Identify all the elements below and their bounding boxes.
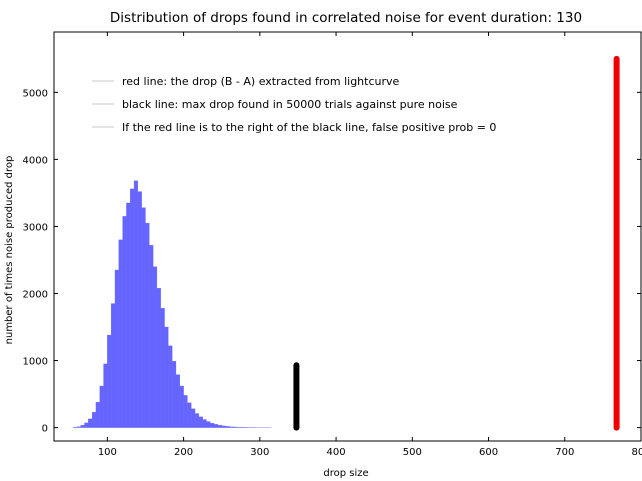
histogram-bar (164, 326, 169, 428)
histogram-bar (160, 308, 165, 428)
x-tick-label: 100 (98, 447, 117, 458)
histogram-bars (72, 180, 272, 428)
histogram-bar (84, 422, 89, 428)
legend-entry: black line: max drop found in 50000 tria… (122, 98, 458, 111)
histogram-bar (122, 216, 127, 428)
histogram-bar (210, 423, 215, 428)
x-axis-label: drop size (323, 468, 368, 479)
plot-area: 100 200 300 400 500 600 700 800 0 1000 2000 3000 40… (23, 31, 642, 458)
histogram-bar (194, 413, 199, 428)
x-tick-label: 200 (174, 447, 193, 458)
histogram-bar (111, 303, 116, 428)
histogram-bar (95, 401, 100, 428)
histogram-bar (225, 426, 230, 428)
histogram-bar (213, 424, 219, 428)
histogram-bar (76, 426, 81, 428)
histogram-bar (149, 245, 154, 428)
y-tick-label: 4000 (23, 155, 48, 166)
histogram-bar (175, 374, 180, 428)
histogram-bar (118, 239, 123, 428)
x-tick-label: 300 (250, 447, 269, 458)
legend: red line: the drop (B - A) extracted fro… (92, 75, 496, 134)
y-axis-label: number of times noise produced drop (4, 156, 15, 345)
histogram-bar (99, 385, 104, 428)
y-tick-label: 0 (42, 424, 48, 435)
histogram-bar (145, 222, 150, 428)
histogram-bar (217, 425, 222, 428)
histogram-bar (80, 425, 85, 428)
histogram-bar (179, 385, 184, 428)
histogram-bar (187, 402, 192, 428)
histogram-bar (137, 191, 142, 428)
chart-title: Distribution of drops found in correlate… (110, 10, 582, 26)
x-tick-label: 500 (403, 447, 422, 458)
histogram-bar (202, 419, 207, 428)
histogram-bar (221, 425, 226, 428)
histogram-bar (232, 426, 238, 428)
histogram-bar (88, 418, 93, 428)
x-tick-label: 800 (631, 447, 642, 458)
histogram-bar (107, 334, 112, 428)
y-tick-label: 5000 (23, 88, 48, 99)
legend-entry: red line: the drop (B - A) extracted fro… (122, 75, 400, 88)
histogram-bar (103, 363, 108, 428)
y-tick-label: 3000 (23, 222, 48, 233)
legend-entry: If the red line is to the right of the b… (122, 121, 496, 134)
axes-frame (53, 31, 642, 442)
histogram-bar (198, 416, 203, 428)
histogram-bar (141, 207, 146, 428)
histogram-bar (229, 426, 234, 428)
y-tick-label: 1000 (23, 357, 48, 368)
x-tick-label: 700 (555, 447, 574, 458)
histogram-bar (206, 421, 211, 428)
x-tick-label: 400 (327, 447, 346, 458)
histogram-bar (191, 408, 196, 428)
histogram-bar (133, 180, 139, 428)
marker-lines (293, 55, 620, 431)
y-tick-label: 2000 (23, 289, 48, 300)
x-axis-ticks: 100 200 300 400 500 600 700 800 (98, 32, 642, 458)
histogram-bar (172, 361, 177, 428)
histogram-bar (114, 269, 119, 428)
histogram-bar (91, 412, 97, 428)
histogram-bar (126, 202, 131, 428)
histogram-bar (156, 287, 161, 428)
histogram-bar (152, 266, 158, 428)
x-tick-label: 600 (479, 447, 498, 458)
histogram-bar (183, 395, 188, 428)
histogram-bar (130, 188, 135, 428)
y-axis-ticks: 0 1000 2000 3000 4000 5000 (23, 88, 641, 435)
histogram-bar (168, 345, 173, 428)
